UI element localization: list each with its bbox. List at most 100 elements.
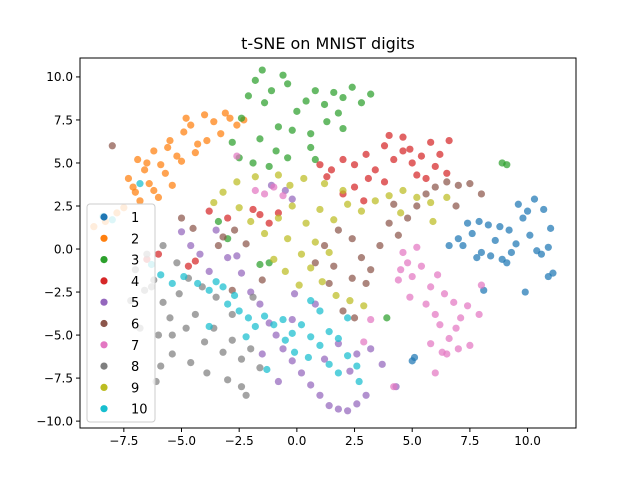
data-point (371, 197, 379, 205)
data-point (219, 283, 227, 291)
data-point (143, 159, 151, 167)
data-point (203, 369, 211, 377)
data-point (433, 271, 442, 279)
data-point (219, 348, 227, 356)
data-point (293, 107, 301, 115)
data-point (487, 252, 495, 260)
data-point (436, 321, 444, 329)
data-point (385, 219, 393, 227)
data-point (413, 171, 421, 179)
data-point (466, 180, 474, 188)
data-point (191, 149, 199, 157)
data-point (230, 226, 239, 234)
data-point (362, 150, 370, 158)
data-point (187, 359, 195, 367)
data-point (217, 130, 225, 138)
data-point (316, 307, 324, 315)
data-point (323, 173, 331, 181)
data-point (205, 267, 213, 275)
data-point (316, 341, 324, 349)
data-point (454, 345, 462, 353)
data-point (260, 99, 269, 107)
data-point (385, 131, 393, 140)
data-point (380, 178, 389, 186)
data-point (177, 214, 186, 222)
data-point (390, 155, 398, 164)
data-point (339, 93, 347, 102)
legend-entry: 10 (100, 403, 148, 418)
data-point (187, 121, 195, 129)
data-point (334, 334, 342, 343)
data-point (325, 360, 333, 368)
data-point (378, 360, 386, 368)
data-point (274, 214, 282, 222)
data-point (173, 259, 181, 267)
data-point (427, 198, 435, 207)
data-point (399, 133, 407, 141)
data-point (452, 324, 460, 332)
data-point (194, 279, 202, 288)
data-point (443, 350, 451, 358)
data-point (505, 226, 513, 234)
data-point (251, 173, 259, 181)
data-point (251, 322, 259, 331)
data-point (168, 331, 176, 339)
data-point (307, 130, 315, 138)
data-point (150, 147, 158, 155)
legend-label: 3 (131, 254, 139, 269)
data-point (443, 169, 451, 177)
data-point (256, 364, 264, 372)
data-point (360, 302, 368, 310)
data-point (454, 181, 462, 189)
data-point (350, 183, 359, 191)
y-tick-label: −2.5 (44, 285, 73, 299)
legend-label: 2 (131, 232, 139, 247)
data-point (339, 124, 347, 133)
legend-marker (100, 234, 108, 242)
data-point (247, 217, 255, 226)
data-point (251, 76, 259, 84)
data-point (339, 155, 347, 164)
data-point (454, 235, 462, 243)
data-point (427, 340, 435, 348)
data-point (288, 357, 296, 365)
data-point (334, 369, 342, 377)
legend-entries: 1 2 3 4 5 6 7 8 9 10 (100, 211, 148, 418)
data-point (408, 159, 416, 167)
data-point (431, 369, 439, 377)
data-point (311, 155, 319, 164)
x-tick-label: −2.5 (225, 434, 254, 448)
data-point (307, 381, 315, 389)
data-point (344, 200, 352, 208)
data-point (272, 331, 280, 339)
data-point (168, 279, 176, 288)
data-point (288, 202, 296, 210)
x-tick-label: 0.0 (287, 434, 306, 448)
data-point (134, 155, 142, 164)
data-point (288, 315, 296, 324)
legend-entry: 1 (100, 211, 139, 226)
data-point (436, 150, 444, 158)
data-point (320, 355, 329, 363)
data-point (344, 407, 352, 415)
data-point (166, 137, 174, 145)
data-point (260, 229, 269, 238)
data-point (237, 114, 246, 122)
data-point (210, 118, 218, 126)
data-point (360, 197, 368, 205)
data-point (521, 288, 529, 296)
series-5 (177, 181, 400, 415)
data-point (297, 250, 306, 258)
x-tick-label: −5.0 (167, 434, 196, 448)
data-point (413, 193, 421, 201)
data-point (154, 193, 163, 201)
data-point (503, 161, 511, 169)
data-point (221, 109, 229, 117)
data-point (249, 159, 257, 167)
data-point (212, 226, 220, 234)
data-point (357, 99, 366, 107)
data-point (348, 274, 356, 282)
data-point (302, 97, 310, 105)
y-tick-label: 10.0 (46, 70, 73, 84)
y-tick-label: 5.0 (54, 156, 73, 170)
